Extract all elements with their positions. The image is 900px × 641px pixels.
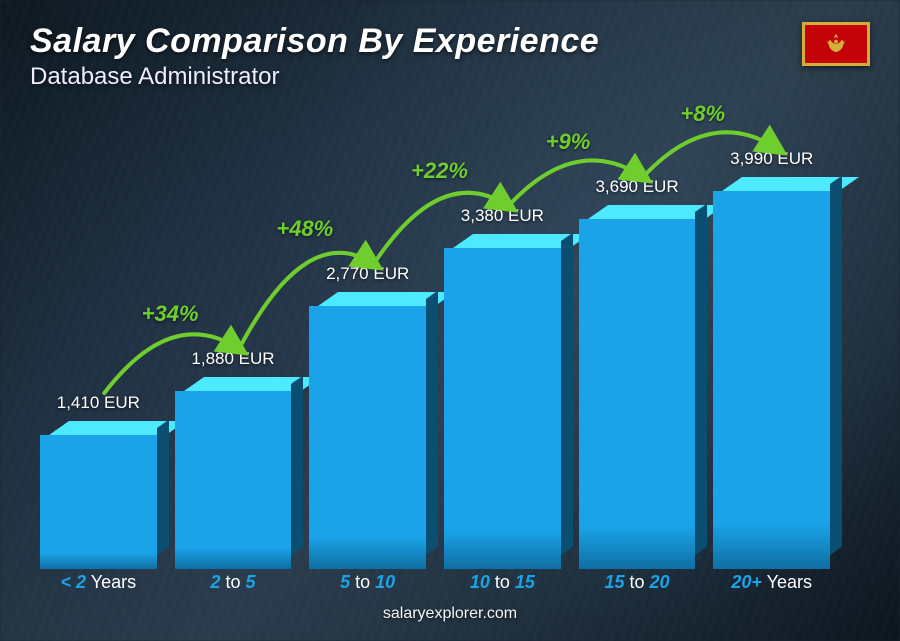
bar-side-face bbox=[157, 420, 169, 555]
plot-area: 1,410 EUR 1,880 EUR 2,770 EUR 3,380 EUR 3,69… bbox=[30, 101, 840, 555]
bar-group: 1,410 EUR 1,880 EUR 2,770 EUR 3,380 EUR 3,69… bbox=[30, 101, 840, 555]
bar bbox=[579, 205, 696, 555]
x-tick: 20+ Years bbox=[713, 572, 830, 593]
bar-front-face bbox=[40, 435, 157, 569]
title-block: Salary Comparison By Experience Database… bbox=[30, 22, 599, 91]
header: Salary Comparison By Experience Database… bbox=[30, 22, 870, 91]
bar-side-face bbox=[695, 204, 707, 555]
page-subtitle: Database Administrator bbox=[30, 63, 599, 91]
bar-value-label: 1,880 EUR bbox=[191, 349, 274, 369]
footer-site: salaryexplorer.com bbox=[30, 605, 870, 625]
bar-slot: 1,880 EUR bbox=[175, 349, 292, 555]
x-tick: 2 to 5 bbox=[175, 572, 292, 593]
bar bbox=[713, 177, 830, 555]
bar-side-face bbox=[830, 176, 842, 555]
bar-slot: 2,770 EUR bbox=[309, 264, 426, 555]
x-tick: 15 to 20 bbox=[579, 572, 696, 593]
bar bbox=[40, 421, 157, 555]
bar-front-face bbox=[444, 248, 561, 569]
bar bbox=[444, 234, 561, 555]
x-tick: 5 to 10 bbox=[309, 572, 426, 593]
bar-side-face bbox=[291, 376, 303, 555]
bar-side-face bbox=[426, 291, 438, 555]
bar-front-face bbox=[713, 191, 830, 569]
page-title: Salary Comparison By Experience bbox=[30, 22, 599, 61]
bar-slot: 1,410 EUR bbox=[40, 393, 157, 555]
bar-slot: 3,380 EUR bbox=[444, 206, 561, 555]
bar-value-label: 3,380 EUR bbox=[461, 206, 544, 226]
bar-front-face bbox=[175, 391, 292, 569]
bar bbox=[175, 377, 292, 555]
page: Salary Comparison By Experience Database… bbox=[0, 0, 900, 641]
bar-side-face bbox=[561, 233, 573, 555]
flag-emblem-icon bbox=[822, 30, 850, 58]
chart: Average Monthly Salary 1,410 EUR1,880 EU… bbox=[30, 101, 870, 605]
bar-value-label: 2,770 EUR bbox=[326, 264, 409, 284]
bar-front-face bbox=[309, 306, 426, 569]
flag-montenegro bbox=[802, 22, 870, 66]
bar-value-label: 3,990 EUR bbox=[730, 149, 813, 169]
bar bbox=[309, 292, 426, 555]
bar-front-face bbox=[579, 219, 696, 569]
bar-slot: 3,690 EUR bbox=[579, 177, 696, 555]
x-tick: 10 to 15 bbox=[444, 572, 561, 593]
bar-value-label: 3,690 EUR bbox=[595, 177, 678, 197]
bar-value-label: 1,410 EUR bbox=[57, 393, 140, 413]
x-axis: < 2 Years 2 to 5 5 to 10 10 to 15 15 to 20 20… bbox=[30, 572, 840, 593]
x-tick: < 2 Years bbox=[40, 572, 157, 593]
bar-slot: 3,990 EUR bbox=[713, 149, 830, 555]
